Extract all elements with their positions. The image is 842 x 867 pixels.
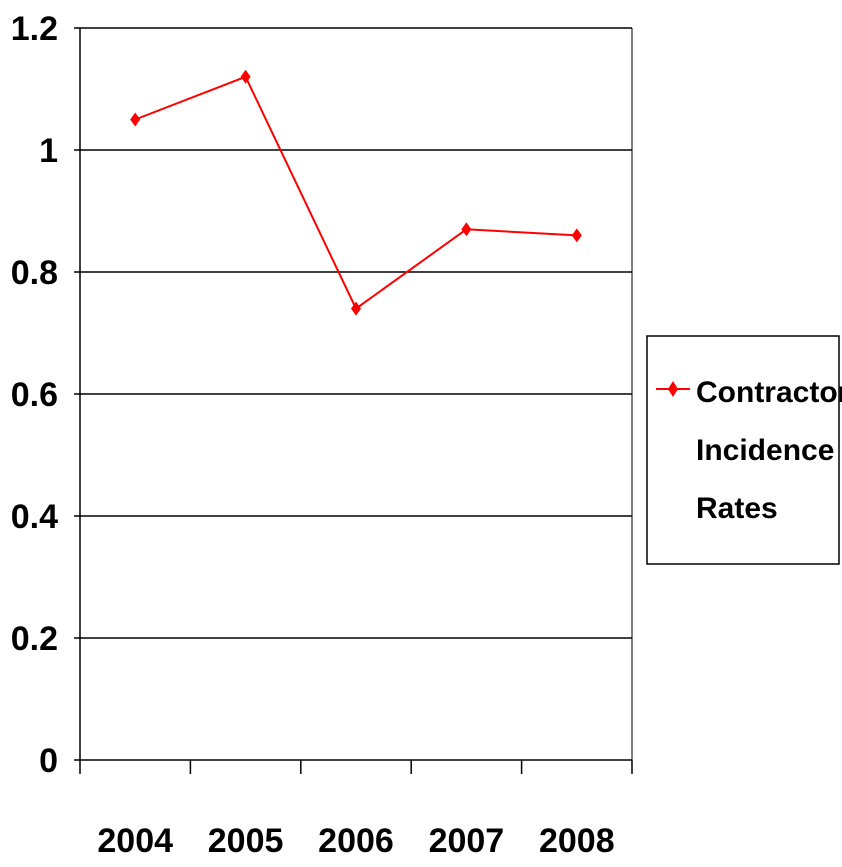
legend-label-line-1: Contractor <box>696 376 842 409</box>
y-tick-label: 0.6 <box>11 376 58 414</box>
gridlines <box>80 27 632 639</box>
y-tick-label: 1 <box>39 132 58 170</box>
y-tick-label: 0 <box>39 742 58 780</box>
x-tick-label: 2008 <box>539 822 615 860</box>
x-tick-label: 2006 <box>318 822 394 860</box>
series-line <box>134 75 577 311</box>
data-point-marker <box>461 222 472 237</box>
y-tick-label: 1.2 <box>11 10 58 48</box>
legend-label-line-2: Incidence <box>696 434 834 467</box>
legend-label-line-3: Rates <box>696 492 778 525</box>
legend: Contractor Incidence Rates <box>646 335 842 565</box>
series-contractor-incidence-rates <box>130 69 582 316</box>
legend-box <box>646 335 840 565</box>
legend-diamond-marker <box>668 381 678 397</box>
x-tick-labels: 2004 2005 2006 2007 2008 <box>79 760 633 860</box>
x-tick-label: 2004 <box>97 822 173 860</box>
y-tick-label: 0.8 <box>11 254 58 292</box>
x-tick-label: 2007 <box>429 822 505 860</box>
y-tick-labels: 0 0.2 0.4 0.6 0.8 1 1.2 <box>11 10 80 780</box>
y-tick-label: 0.4 <box>11 498 58 536</box>
data-point-marker <box>130 112 141 127</box>
data-point-marker <box>571 228 582 243</box>
data-point-marker <box>351 301 361 316</box>
data-point-marker <box>240 69 251 84</box>
x-tick-label: 2005 <box>208 822 284 860</box>
y-tick-label: 0.2 <box>11 620 58 658</box>
